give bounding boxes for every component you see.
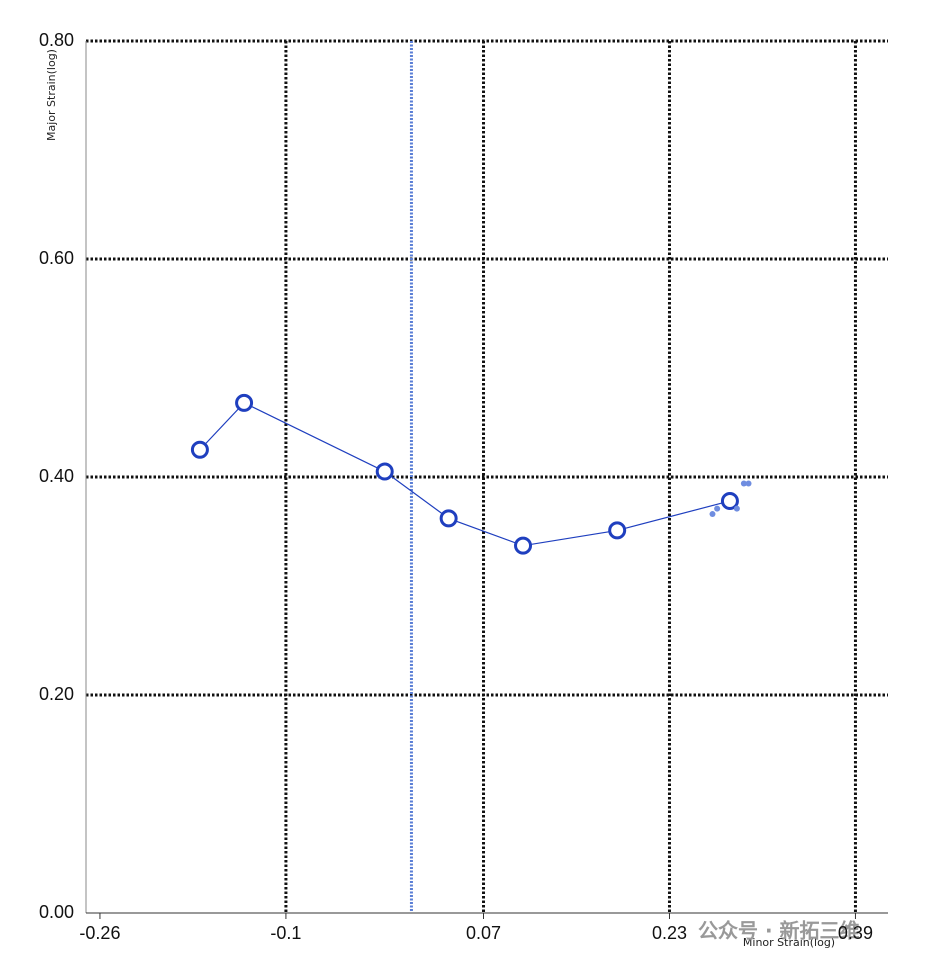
- scatter-point: [740, 480, 747, 487]
- watermark: 公众号 · 新拓三维: [698, 919, 860, 943]
- point-marker: [375, 462, 394, 481]
- y-tick-label: 0.40: [39, 466, 74, 486]
- point-marker: [190, 440, 209, 459]
- y-axis-title: Major Strain(log): [45, 49, 58, 141]
- point-marker: [235, 393, 254, 412]
- point-marker: [608, 521, 627, 540]
- scatter-point: [745, 480, 752, 487]
- x-tick-label: 0.39: [838, 923, 873, 943]
- y-tick-label: 0.80: [39, 30, 74, 50]
- point-marker: [720, 491, 739, 510]
- x-tick-label: -0.1: [270, 923, 301, 943]
- scatter-point: [714, 505, 721, 512]
- scatter-point: [733, 505, 740, 512]
- x-tick-label: 0.07: [466, 923, 501, 943]
- series-line: [199, 402, 731, 547]
- x-tick-label: -0.26: [79, 923, 120, 943]
- x-axis-title: Minor Strain(log): [743, 936, 835, 949]
- y-tick-label: 0.00: [39, 902, 74, 922]
- point-marker: [514, 536, 533, 555]
- scatter-point: [709, 511, 716, 518]
- point-marker: [439, 509, 458, 528]
- x-tick-label: 0.23: [652, 923, 687, 943]
- y-tick-label: 0.20: [39, 684, 74, 704]
- y-tick-label: 0.60: [39, 248, 74, 268]
